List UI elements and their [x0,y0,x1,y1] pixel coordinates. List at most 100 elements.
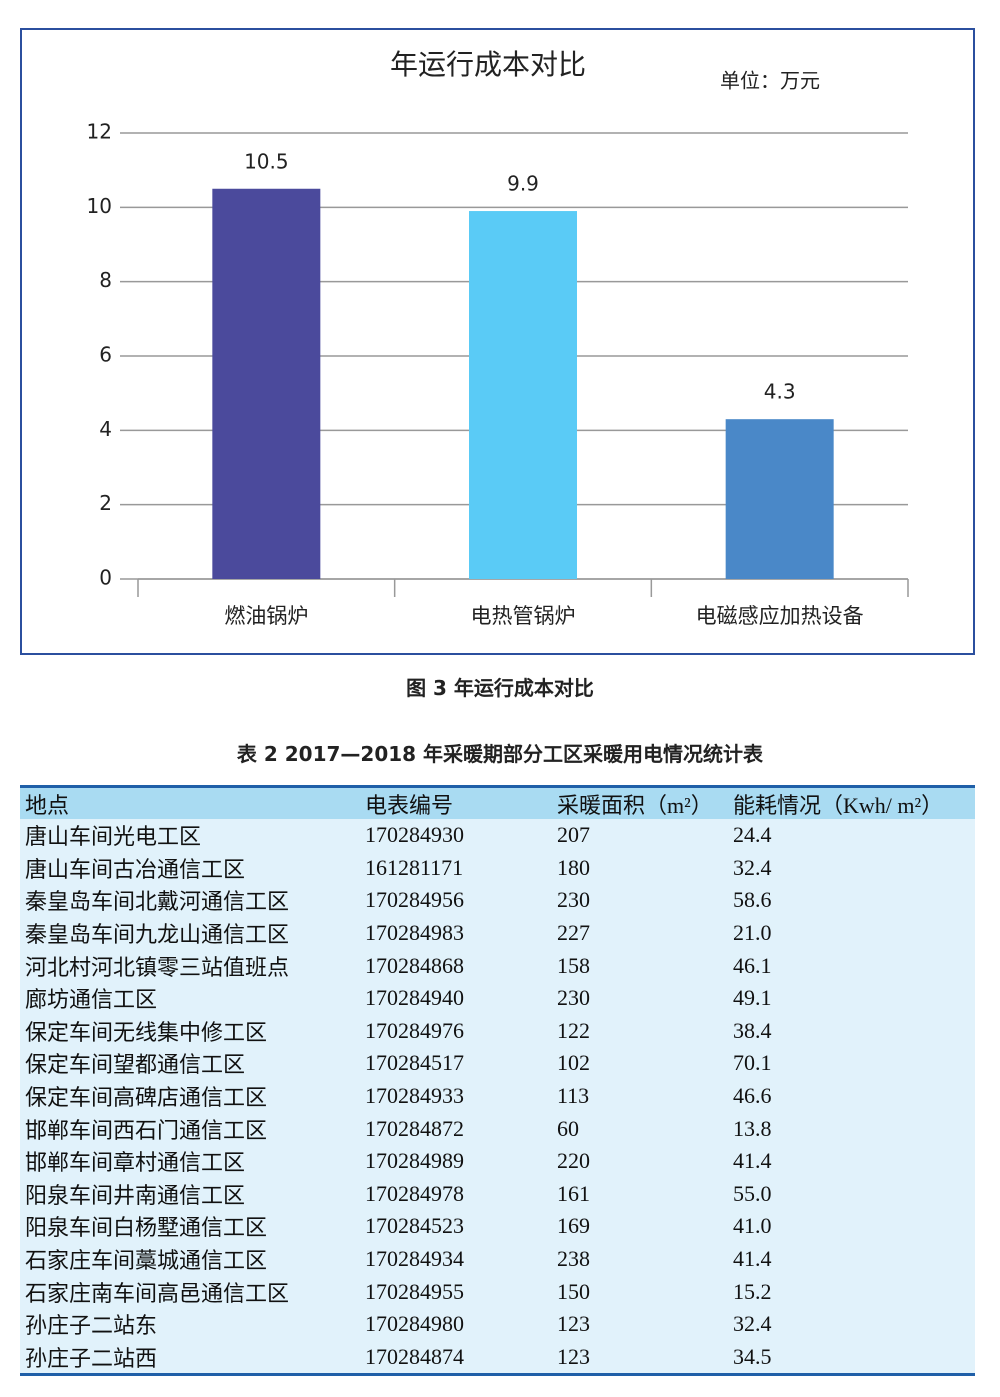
x-tick-label: 燃油锅炉 [224,604,308,628]
table-cell: 238 [557,1246,590,1272]
table-cell: 41.0 [733,1213,772,1239]
y-tick-label: 8 [99,268,112,292]
bar [212,188,321,579]
table-row: 唐山车间古冶通信工区 161281171 180 32.4 [20,852,975,885]
table-cell: 220 [557,1148,590,1174]
table-cell: 34.5 [733,1343,772,1369]
table-cell: 38.4 [733,1017,772,1043]
table-cell: 170284989 [365,1148,464,1174]
table-cell: 秦皇岛车间九龙山通信工区 [25,922,290,948]
table-cell: 邯郸车间章村通信工区 [25,1150,246,1176]
table-cell: 孙庄子二站西 [25,1345,158,1371]
table-row: 廊坊通信工区 170284940 230 49.1 [20,982,975,1015]
chart-unit: 单位：万元 [720,69,820,93]
chart-title: 年运行成本对比 [390,48,586,81]
table-cell: 161 [557,1180,590,1206]
table-cell: 能耗情况（Kwh/ m²） [733,792,944,818]
table-cell: 170284868 [365,952,464,978]
table-cell: 46.1 [733,952,772,978]
table-cell: 55.0 [733,1180,772,1206]
table-cell: 70.1 [733,1050,772,1076]
table-row: 地点 电表编号 采暖面积（m²） 能耗情况（Kwh/ m²） [20,788,975,819]
table-cell: 161281171 [365,854,464,880]
table-cell: 49.1 [733,985,772,1011]
table-row: 唐山车间光电工区 170284930 207 24.4 [20,819,975,852]
table-cell: 122 [557,1017,590,1043]
table-cell: 170284933 [365,1083,464,1109]
table-cell: 170284874 [365,1343,464,1369]
table-row: 保定车间高碑店通信工区 170284933 113 46.6 [20,1080,975,1113]
table-cell: 13.8 [733,1115,772,1141]
table-cell: 采暖面积（m²） [557,792,713,818]
table-title: 表 2 2017—2018 年采暖期部分工区采暖用电情况统计表 [236,742,764,766]
y-tick-label: 6 [99,343,112,367]
table-cell: 170284976 [365,1017,464,1043]
x-tick-label: 电磁感应加热设备 [696,604,864,628]
table-row: 孙庄子二站西 170284874 123 34.5 [20,1341,975,1374]
table-row: 保定车间无线集中修工区 170284976 122 38.4 [20,1015,975,1048]
table-row: 秦皇岛车间北戴河通信工区 170284956 230 58.6 [20,884,975,917]
table-row: 孙庄子二站东 170284980 123 32.4 [20,1308,975,1341]
table-row: 阳泉车间白杨墅通信工区 170284523 169 41.0 [20,1210,975,1243]
bar [725,419,834,579]
table-cell: 113 [557,1083,590,1109]
table-cell: 阳泉车间白杨墅通信工区 [25,1215,268,1241]
table-cell: 123 [557,1343,590,1369]
table-cell: 170284983 [365,920,464,946]
table: 地点 电表编号 采暖面积（m²） 能耗情况（Kwh/ m²） 唐山车间光电工区 17028… [20,785,975,1377]
table-row: 阳泉车间井南通信工区 170284978 161 55.0 [20,1178,975,1211]
table-cell: 石家庄车间藁城通信工区 [25,1248,268,1274]
x-tick-label: 电热管锅炉 [471,604,576,628]
table-cell: 158 [557,952,590,978]
table-cell: 邯郸车间西石门通信工区 [25,1117,268,1143]
table-cell: 170284955 [365,1278,464,1304]
table-cell: 41.4 [733,1246,772,1272]
table-cell: 230 [557,887,590,913]
table-cell: 46.6 [733,1083,772,1109]
table-cell: 41.4 [733,1148,772,1174]
y-tick-label: 2 [99,491,112,515]
table-cell: 180 [557,854,590,880]
table-cell: 170284980 [365,1311,464,1337]
table-row: 秦皇岛车间九龙山通信工区 170284983 227 21.0 [20,917,975,950]
table-cell: 227 [557,920,590,946]
table-cell: 21.0 [733,920,772,946]
chart: 年运行成本对比 单位：万元 0 2 4 6 8 10 12 10.5 燃油锅炉 9.9 电热管锅炉 4… [20,28,975,655]
table-row: 邯郸车间章村通信工区 170284989 220 41.4 [20,1145,975,1178]
table-row: 石家庄车间藁城通信工区 170284934 238 41.4 [20,1243,975,1276]
table-cell: 170284934 [365,1246,464,1272]
value-label: 9.9 [507,172,539,196]
table-cell: 唐山车间古冶通信工区 [25,856,246,882]
table-cell: 170284523 [365,1213,464,1239]
table-cell: 石家庄南车间高邑通信工区 [25,1280,290,1306]
table-cell: 230 [557,985,590,1011]
table-row: 保定车间望都通信工区 170284517 102 70.1 [20,1047,975,1080]
table-cell: 170284872 [365,1115,464,1141]
table-cell: 地点 [25,792,70,818]
table-cell: 24.4 [733,822,772,848]
table-cell: 15.2 [733,1278,772,1304]
table-cell: 阳泉车间井南通信工区 [25,1182,246,1208]
table-cell: 207 [557,822,590,848]
table-cell: 58.6 [733,887,772,913]
table-cell: 170284517 [365,1050,464,1076]
y-tick-label: 10 [87,194,112,218]
bar [469,211,577,580]
table-cell: 32.4 [733,854,772,880]
table-cell: 孙庄子二站东 [25,1313,158,1339]
value-label: 4.3 [764,380,796,404]
table-cell: 169 [557,1213,590,1239]
table-row: 河北村河北镇零三站值班点 170284868 158 46.1 [20,949,975,982]
table-row: 石家庄南车间高邑通信工区 170284955 150 15.2 [20,1275,975,1308]
table-row: 邯郸车间西石门通信工区 170284872 60 13.8 [20,1112,975,1145]
table-cell: 60 [557,1115,579,1141]
figure-caption: 图 3 年运行成本对比 [406,676,594,700]
table-cell: 廊坊通信工区 [25,987,158,1013]
table-cell: 170284978 [365,1180,464,1206]
table-cell: 123 [557,1311,590,1337]
y-tick-label: 0 [99,566,112,590]
table-cell: 河北村河北镇零三站值班点 [25,954,290,980]
table-cell: 102 [557,1050,590,1076]
table-cell: 唐山车间光电工区 [25,824,202,850]
